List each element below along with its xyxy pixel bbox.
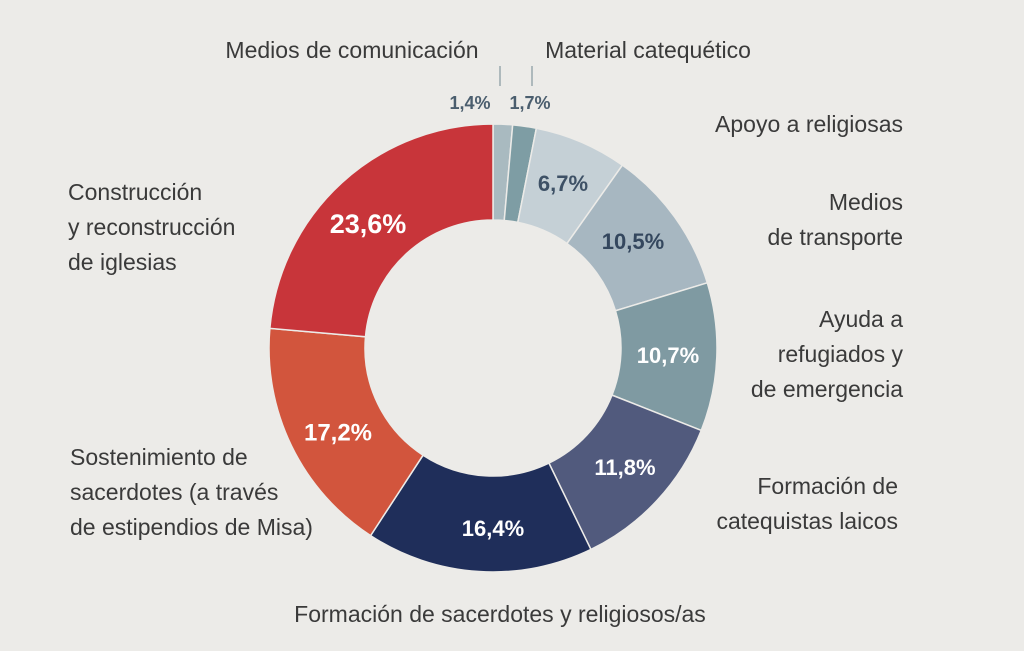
slice-value-label: 1,7% [509, 93, 550, 113]
slice-value-label: 1,4% [449, 93, 490, 113]
donut-slices [268, 123, 718, 573]
donut-slice [268, 327, 425, 537]
slice-value-label: 6,7% [538, 171, 588, 196]
slice-category-label: Construcción y reconstrucción de iglesias [68, 179, 235, 275]
slice-value-label: 23,6% [330, 209, 407, 239]
slice-value-label: 11,8% [594, 455, 655, 480]
value-labels: 1,4% 1,7% 6,7% 10,5% 10,7% 11,8% 16,4% 17,2% 23,… [304, 93, 699, 541]
slice-value-label: 10,5% [602, 229, 664, 254]
slice-value-label: 10,7% [637, 343, 699, 368]
slice-category-label: Apoyo a religiosas [715, 111, 903, 137]
donut-slice [369, 454, 592, 573]
slice-value-label: 17,2% [304, 419, 372, 446]
slice-category-label: Material catequético [545, 37, 751, 63]
slice-category-label: Formación de sacerdotes y religiosos/as [294, 601, 706, 627]
slice-category-label: Medios de transporte [767, 189, 903, 250]
category-labels: Medios de comunicación Material catequéti… [68, 37, 903, 627]
donut-slice [269, 123, 494, 338]
slice-category-label: Formación de catequistas laicos [716, 473, 898, 534]
leader-lines [499, 66, 533, 86]
slice-category-label: Medios de comunicación [225, 37, 478, 63]
slice-category-label: Ayuda a refugiados y de emergencia [751, 306, 904, 402]
slice-value-label: 16,4% [462, 516, 524, 541]
slice-category-label: Sostenimiento de sacerdotes (a través de e… [70, 444, 313, 540]
